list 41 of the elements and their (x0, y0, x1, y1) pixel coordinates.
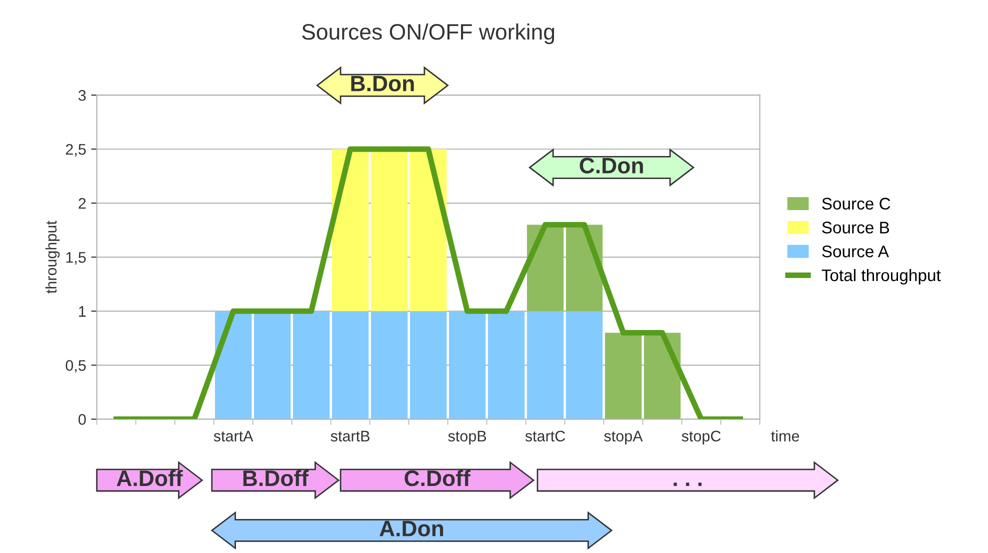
bar (410, 311, 447, 420)
text: . . . (674, 482, 702, 486)
y-axis-title: throughput (45, 220, 60, 294)
bar (526, 311, 564, 420)
bar (488, 311, 525, 420)
legend-label: Source C (822, 198, 890, 210)
text: A.Doff (116, 470, 183, 486)
x-axis-title: time (771, 430, 800, 442)
legend-label: Source B (822, 222, 890, 234)
x-tick-label: stopB (448, 430, 486, 445)
annotation: C.Don (580, 158, 643, 174)
y-tick-label: 2 (78, 198, 86, 209)
x-tick-label: startB (330, 430, 370, 442)
text: B.Don (351, 76, 414, 92)
bar (292, 311, 330, 420)
bar (448, 311, 486, 420)
bar (410, 149, 447, 312)
bar (332, 311, 369, 420)
bar (370, 311, 408, 420)
y-tick-label: 3 (78, 90, 86, 101)
bar (566, 311, 603, 420)
text: C.Doff (404, 470, 470, 486)
legend-label: Total throughput (822, 268, 941, 285)
y-tick-label: 1,5 (66, 252, 86, 265)
y-tick-label: 1 (79, 306, 86, 317)
x-tick-label: stopA (604, 430, 643, 445)
y-tick-label: 0,5 (66, 360, 86, 373)
bar (644, 332, 681, 420)
bar (604, 332, 642, 420)
y-tick-label: 2,5 (66, 144, 86, 157)
legend-label: Source A (822, 246, 889, 258)
bar (332, 149, 369, 312)
bar (214, 311, 252, 420)
text: B.Doff (243, 470, 309, 486)
text: A.Don (380, 520, 444, 536)
x-tick-label: startA (214, 430, 254, 442)
chart-title: Sources ON/OFF working (302, 23, 554, 44)
x-tick-label: startC (525, 430, 566, 442)
x-tick-label: stopC (682, 430, 721, 445)
y-tick-label: 0 (78, 414, 86, 425)
bar (526, 224, 564, 312)
